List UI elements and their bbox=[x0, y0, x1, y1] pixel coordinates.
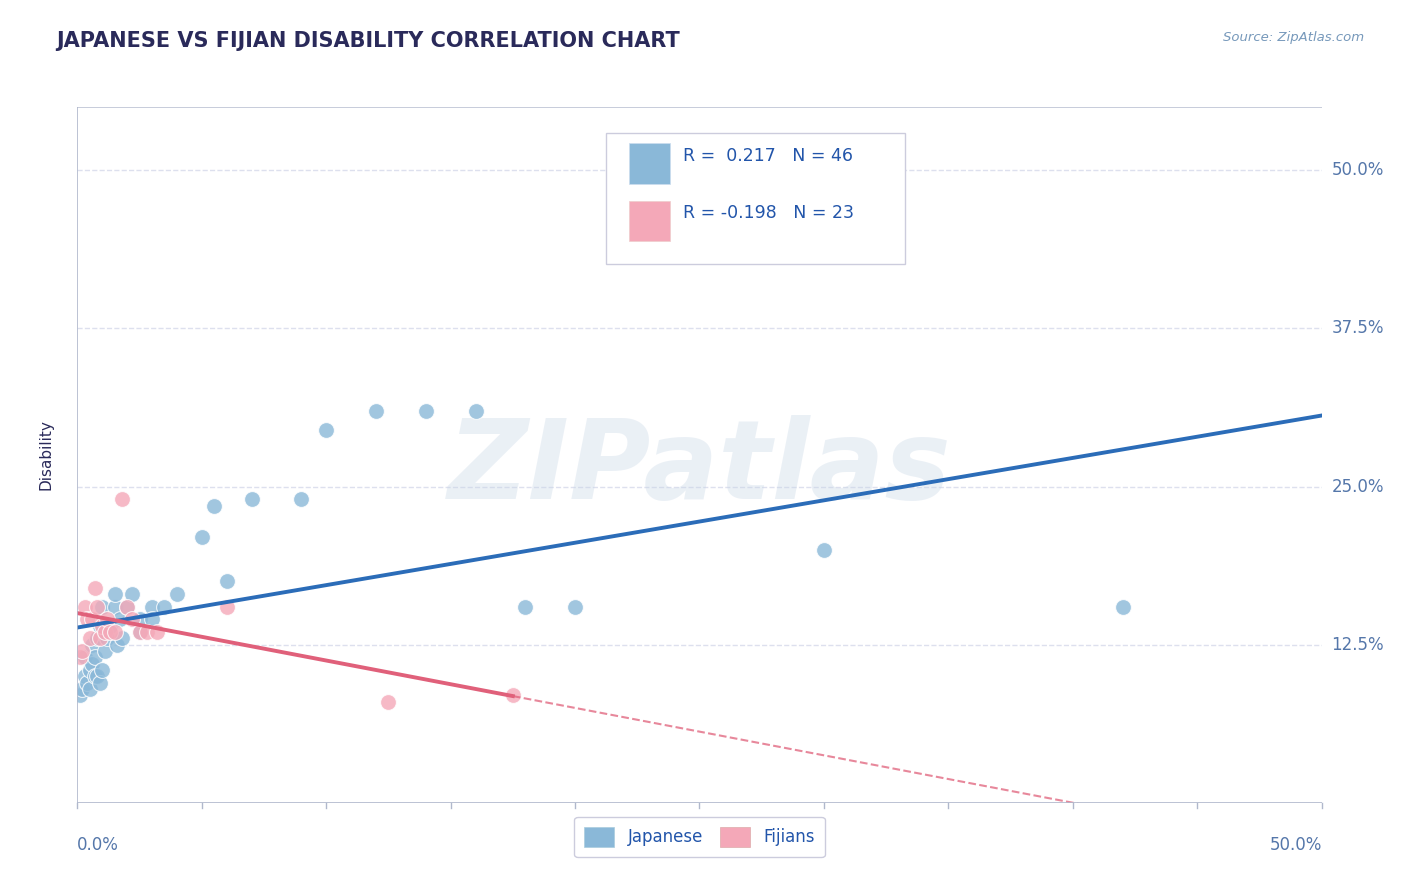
Point bbox=[86, 632, 108, 646]
Point bbox=[104, 587, 127, 601]
Point bbox=[83, 650, 105, 665]
FancyBboxPatch shape bbox=[628, 201, 669, 242]
Point bbox=[377, 695, 399, 709]
Point bbox=[91, 618, 114, 632]
Text: 25.0%: 25.0% bbox=[1331, 477, 1384, 496]
Point bbox=[98, 625, 121, 640]
Legend: Japanese, Fijians: Japanese, Fijians bbox=[575, 817, 824, 857]
Text: 50.0%: 50.0% bbox=[1270, 836, 1322, 855]
Point bbox=[191, 530, 214, 544]
Text: 50.0%: 50.0% bbox=[1331, 161, 1384, 179]
Point bbox=[1111, 599, 1133, 614]
Point bbox=[105, 638, 128, 652]
Point bbox=[89, 632, 111, 646]
Point bbox=[290, 492, 312, 507]
Point bbox=[202, 499, 225, 513]
Point bbox=[96, 632, 118, 646]
Point bbox=[141, 612, 163, 626]
Point bbox=[108, 612, 131, 626]
Point bbox=[502, 688, 524, 702]
Point bbox=[91, 663, 114, 677]
Point bbox=[79, 632, 101, 646]
Point bbox=[79, 681, 101, 696]
Point bbox=[69, 688, 91, 702]
Point bbox=[73, 599, 96, 614]
Point bbox=[146, 625, 169, 640]
Point bbox=[98, 618, 121, 632]
Point bbox=[73, 669, 96, 683]
Text: 0.0%: 0.0% bbox=[77, 836, 120, 855]
Text: Disability: Disability bbox=[39, 419, 53, 491]
Point bbox=[89, 675, 111, 690]
Point bbox=[111, 632, 134, 646]
Point bbox=[111, 492, 134, 507]
Text: ZIPatlas: ZIPatlas bbox=[447, 416, 952, 523]
Point bbox=[86, 669, 108, 683]
Point bbox=[72, 681, 94, 696]
Point bbox=[115, 599, 138, 614]
Point bbox=[91, 599, 114, 614]
Point bbox=[515, 599, 537, 614]
Point bbox=[215, 574, 238, 589]
FancyBboxPatch shape bbox=[628, 144, 669, 184]
Point bbox=[104, 599, 127, 614]
Text: Source: ZipAtlas.com: Source: ZipAtlas.com bbox=[1223, 31, 1364, 45]
Point bbox=[215, 599, 238, 614]
Point bbox=[136, 625, 159, 640]
Point bbox=[364, 403, 387, 417]
FancyBboxPatch shape bbox=[606, 133, 905, 263]
Point bbox=[128, 612, 150, 626]
Point bbox=[82, 612, 104, 626]
Point bbox=[73, 650, 96, 665]
Point bbox=[115, 599, 138, 614]
Text: 37.5%: 37.5% bbox=[1331, 319, 1384, 337]
Point bbox=[128, 625, 150, 640]
Point bbox=[69, 650, 91, 665]
Point bbox=[415, 403, 437, 417]
Point bbox=[153, 599, 176, 614]
Text: JAPANESE VS FIJIAN DISABILITY CORRELATION CHART: JAPANESE VS FIJIAN DISABILITY CORRELATIO… bbox=[56, 31, 681, 51]
Point bbox=[93, 644, 115, 658]
Point bbox=[76, 612, 98, 626]
Point bbox=[564, 599, 586, 614]
Point bbox=[83, 669, 105, 683]
Point bbox=[89, 618, 111, 632]
Point bbox=[82, 657, 104, 671]
Point bbox=[240, 492, 263, 507]
Point bbox=[315, 423, 337, 437]
Point bbox=[79, 663, 101, 677]
Point bbox=[83, 581, 105, 595]
Point bbox=[104, 625, 127, 640]
Point bbox=[464, 403, 486, 417]
Point bbox=[86, 599, 108, 614]
Point bbox=[93, 625, 115, 640]
Point bbox=[121, 587, 143, 601]
Point bbox=[72, 644, 94, 658]
Point bbox=[76, 675, 98, 690]
Point bbox=[166, 587, 188, 601]
Text: 12.5%: 12.5% bbox=[1331, 636, 1385, 654]
Point bbox=[96, 612, 118, 626]
Point bbox=[128, 625, 150, 640]
Point bbox=[813, 542, 835, 557]
Point bbox=[121, 612, 143, 626]
Point bbox=[141, 599, 163, 614]
Text: R = -0.198   N = 23: R = -0.198 N = 23 bbox=[683, 204, 855, 222]
Text: R =  0.217   N = 46: R = 0.217 N = 46 bbox=[683, 147, 853, 165]
Point bbox=[82, 638, 104, 652]
